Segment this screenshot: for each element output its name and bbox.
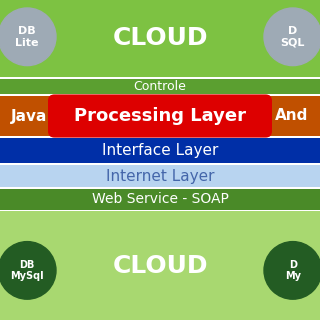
Text: And: And	[275, 108, 308, 124]
Bar	[0, 96, 320, 136]
Text: DB
Lite: DB Lite	[15, 26, 39, 48]
Bar	[0, 211, 320, 320]
Bar	[0, 165, 320, 187]
Text: Processing Layer: Processing Layer	[74, 107, 246, 125]
Text: D
SQL: D SQL	[281, 26, 305, 48]
Text: Internet Layer: Internet Layer	[106, 169, 214, 184]
Text: Interface Layer: Interface Layer	[102, 143, 218, 158]
FancyBboxPatch shape	[48, 94, 272, 138]
Text: CLOUD: CLOUD	[112, 26, 208, 50]
Text: Web Service - SOAP: Web Service - SOAP	[92, 192, 228, 206]
Bar	[0, 138, 320, 163]
Text: D
My: D My	[285, 260, 301, 281]
Bar	[0, 79, 320, 94]
Text: DB
MySql: DB MySql	[10, 260, 44, 281]
Circle shape	[0, 242, 56, 299]
Circle shape	[264, 242, 320, 299]
Circle shape	[264, 8, 320, 66]
Text: CLOUD: CLOUD	[112, 253, 208, 277]
Text: Controle: Controle	[133, 80, 187, 93]
Text: Java: Java	[11, 108, 47, 124]
Bar	[0, 0, 320, 77]
Bar	[0, 189, 320, 210]
Circle shape	[0, 8, 56, 66]
